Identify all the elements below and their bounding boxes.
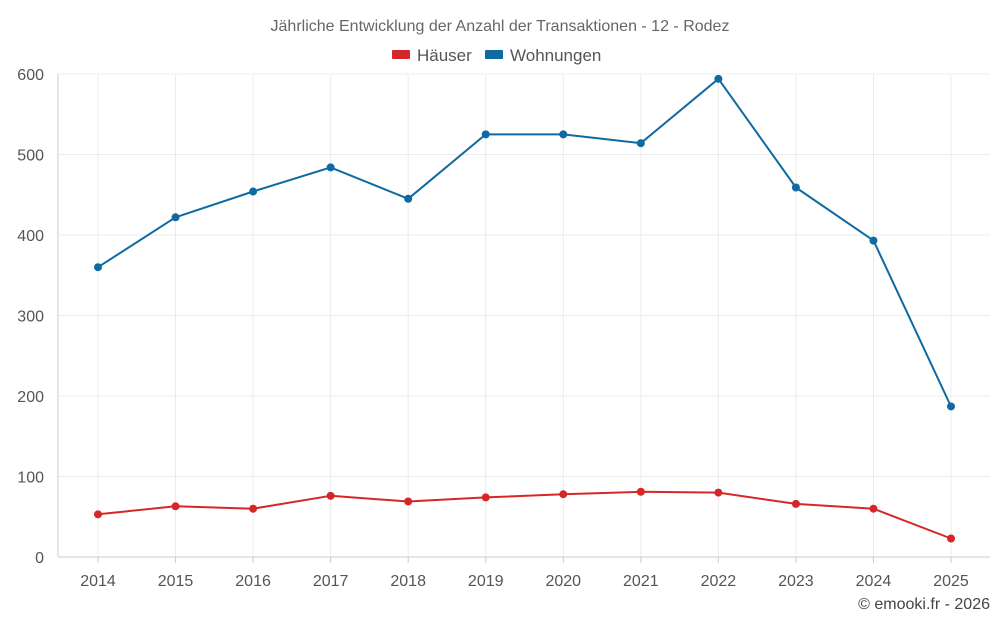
y-tick-label: 0 bbox=[35, 550, 44, 567]
x-tick-label: 2015 bbox=[158, 573, 194, 590]
data-point-wohnungen-2015[interactable] bbox=[171, 213, 180, 222]
data-point-wohnungen-2020[interactable] bbox=[559, 130, 568, 139]
data-point-haeuser-2014[interactable] bbox=[94, 510, 102, 519]
y-tick-label: 200 bbox=[17, 389, 44, 406]
x-tick-label: 2020 bbox=[545, 573, 581, 590]
legend-swatch-haeuser[interactable] bbox=[392, 50, 410, 59]
legend-label-wohnungen[interactable]: Wohnungen bbox=[510, 46, 601, 65]
y-tick-label: 300 bbox=[17, 309, 44, 326]
x-tick-label: 2014 bbox=[80, 573, 116, 590]
data-point-wohnungen-2017[interactable] bbox=[326, 163, 335, 172]
y-tick-label: 500 bbox=[17, 148, 44, 165]
data-point-wohnungen-2022[interactable] bbox=[714, 74, 723, 83]
series-line-haeuser bbox=[97, 490, 952, 540]
data-point-wohnungen-2014[interactable] bbox=[94, 263, 102, 272]
x-tick-label: 2024 bbox=[856, 573, 892, 590]
data-point-haeuser-2021[interactable] bbox=[636, 487, 645, 496]
x-tick-label: 2022 bbox=[701, 573, 737, 590]
legend-swatch-wohnungen[interactable] bbox=[485, 50, 503, 59]
x-tick-label: 2018 bbox=[390, 573, 426, 590]
data-point-haeuser-2018[interactable] bbox=[404, 497, 413, 506]
data-point-haeuser-2020[interactable] bbox=[559, 490, 568, 499]
x-tick-label: 2023 bbox=[778, 573, 814, 590]
x-tick-label: 2016 bbox=[235, 573, 271, 590]
y-tick-label: 600 bbox=[17, 67, 44, 84]
x-tick-label: 2025 bbox=[933, 573, 969, 590]
data-point-wohnungen-2021[interactable] bbox=[636, 139, 645, 148]
chart-title: Jährliche Entwicklung der Anzahl der Tra… bbox=[271, 18, 730, 35]
legend-label-haeuser[interactable]: Häuser bbox=[417, 46, 472, 65]
x-tick-label: 2019 bbox=[468, 573, 504, 590]
data-point-haeuser-2019[interactable] bbox=[481, 493, 490, 502]
grid bbox=[58, 73, 990, 557]
data-point-haeuser-2015[interactable] bbox=[171, 502, 180, 511]
credit-text: © emooki.fr - 2026 bbox=[858, 596, 990, 613]
data-point-wohnungen-2024[interactable] bbox=[869, 236, 878, 245]
data-point-haeuser-2023[interactable] bbox=[791, 499, 800, 508]
data-point-haeuser-2016[interactable] bbox=[249, 504, 258, 513]
data-point-wohnungen-2025[interactable] bbox=[947, 402, 955, 411]
data-point-haeuser-2025[interactable] bbox=[947, 534, 955, 543]
data-point-wohnungen-2019[interactable] bbox=[481, 130, 490, 139]
x-tick-label: 2017 bbox=[313, 573, 349, 590]
series bbox=[94, 74, 955, 543]
y-tick-label: 100 bbox=[17, 470, 44, 487]
data-point-wohnungen-2018[interactable] bbox=[404, 194, 413, 203]
series-line-wohnungen bbox=[97, 77, 952, 407]
data-point-haeuser-2017[interactable] bbox=[326, 491, 335, 500]
legend: Häuser Wohnungen bbox=[392, 46, 601, 65]
data-point-wohnungen-2023[interactable] bbox=[791, 183, 800, 192]
axes: 0 100 200 300 400 500 600 2014 2015 2016 2017 2018 2… bbox=[17, 67, 990, 590]
y-tick-label: 400 bbox=[17, 228, 44, 245]
data-point-haeuser-2024[interactable] bbox=[869, 504, 878, 513]
x-tick-label: 2021 bbox=[623, 573, 659, 590]
data-point-haeuser-2022[interactable] bbox=[714, 488, 723, 497]
data-point-wohnungen-2016[interactable] bbox=[249, 187, 258, 196]
